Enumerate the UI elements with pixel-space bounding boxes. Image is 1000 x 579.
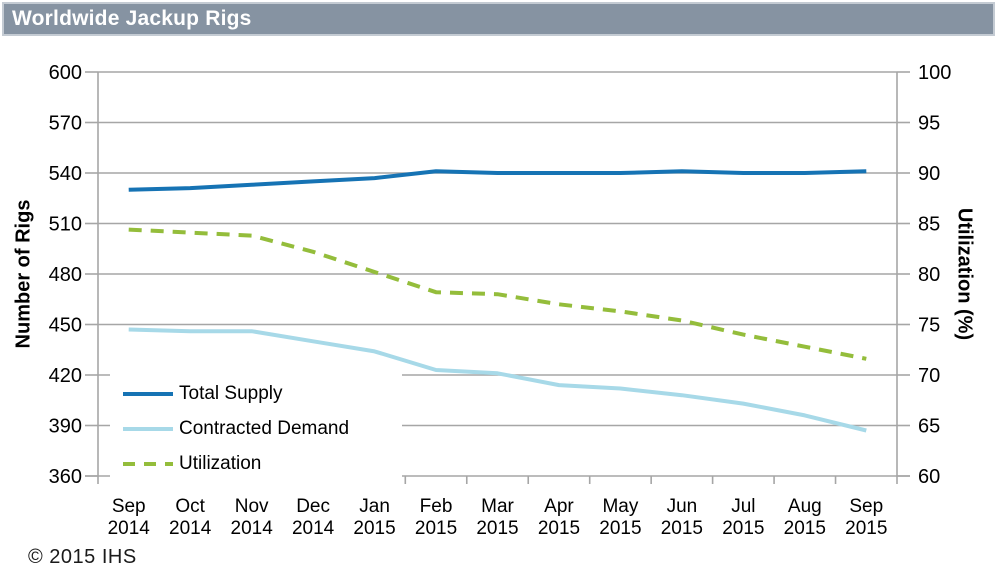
x-axis-label: Apr 2015 [538, 496, 580, 539]
right-axis-title: Utilization (%) [953, 207, 976, 341]
legend-swatch-contracted-demand-line [123, 426, 173, 431]
right-axis-tick-label: 80 [918, 264, 940, 286]
right-axis-tick-label: 95 [918, 113, 940, 135]
legend: Total Supply Contracted Demand Utilizati… [110, 370, 402, 487]
left-axis-tick-label: 360 [49, 466, 82, 488]
chart-title: Worldwide Jackup Rigs [12, 7, 252, 30]
left-axis-title: Number of Rigs [12, 199, 35, 349]
chart-title-bar: Worldwide Jackup Rigs [2, 2, 995, 36]
legend-swatch-total-supply-line [123, 391, 173, 396]
right-axis-tick-label: 85 [918, 214, 940, 236]
series-line-total-supply [128, 169, 867, 192]
x-axis-label: Dec 2014 [292, 496, 335, 539]
right-axis-tick-label: 70 [918, 365, 940, 387]
series-line-utilization [128, 227, 867, 361]
right-axis-tick-label: 60 [918, 466, 940, 488]
legend-item-contracted-demand: Contracted Demand [122, 411, 402, 446]
legend-label-total-supply: Total Supply [179, 382, 283, 404]
x-axis-label: Mar 2015 [476, 496, 518, 539]
x-axis-label: Jan 2015 [353, 496, 395, 539]
legend-swatch-utilization-dashed-line [123, 461, 173, 466]
x-axis-label: Sep 2015 [845, 496, 887, 539]
right-axis-tick-label: 100 [918, 62, 951, 84]
right-axis-tick-label: 65 [918, 416, 940, 438]
left-axis-tick-label: 450 [49, 315, 82, 337]
x-axis-label: Sep 2014 [108, 496, 151, 539]
x-axis-label: Aug 2015 [784, 496, 826, 539]
left-axis-tick-label: 540 [49, 163, 82, 185]
right-axis-tick-label: 90 [918, 163, 940, 185]
x-axis-label: Jun 2015 [661, 496, 703, 539]
left-axis-tick-label: 390 [49, 416, 82, 438]
series-line-contracted-demand [128, 327, 867, 433]
left-axis-tick-label: 510 [49, 214, 82, 236]
right-axis-tick-label: 75 [918, 315, 940, 337]
x-axis-label: Feb 2015 [415, 496, 457, 539]
left-axis-tick-label: 570 [49, 113, 82, 135]
legend-label-utilization: Utilization [179, 452, 262, 474]
left-axis-tick-label: 600 [49, 62, 82, 84]
left-axis-tick-label: 480 [49, 264, 82, 286]
x-axis-label: Oct 2014 [169, 496, 212, 539]
legend-item-utilization: Utilization [122, 446, 402, 481]
x-axis-label: Nov 2014 [231, 496, 274, 539]
x-axis-label: May 2015 [599, 496, 641, 539]
left-axis-tick-label: 420 [49, 365, 82, 387]
legend-item-total-supply: Total Supply [122, 376, 402, 411]
copyright-text: © 2015 IHS [28, 546, 137, 568]
legend-label-contracted-demand: Contracted Demand [179, 417, 350, 439]
x-axis-label: Jul 2015 [722, 496, 764, 539]
